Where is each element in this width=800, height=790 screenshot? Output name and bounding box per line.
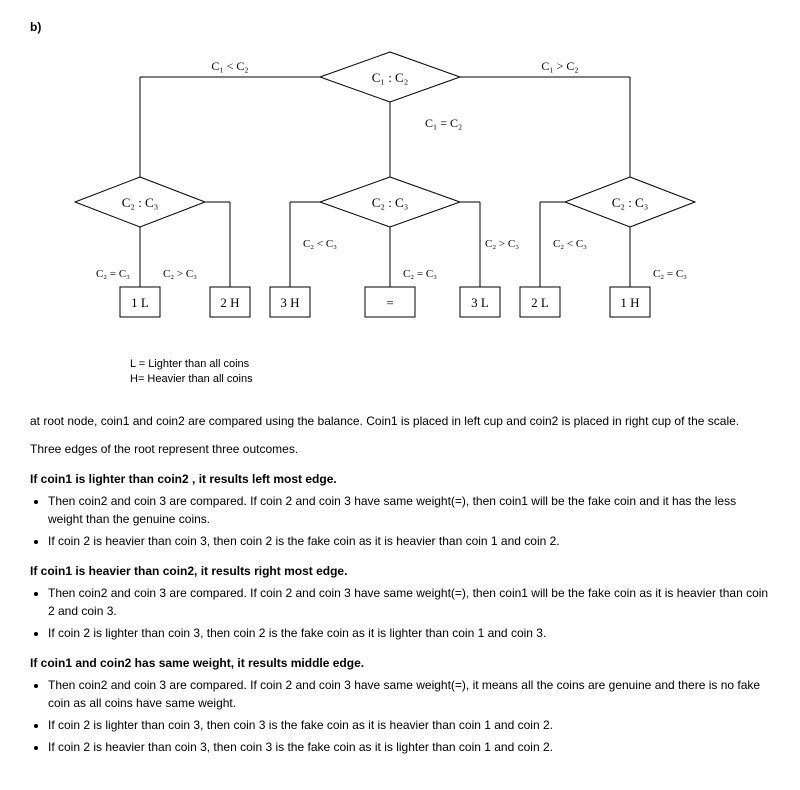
legend-l: L = Lighter than all coins (130, 357, 770, 372)
leaf-3L-label: 3 L (471, 295, 489, 310)
case1-bullet-a: Then coin2 and coin 3 are compared. If c… (48, 492, 770, 528)
case2-list: Then coin2 and coin 3 are compared. If c… (48, 584, 770, 642)
mid-r-edge-label: C₂ > C₃ (485, 238, 519, 250)
left-l-edge-label: C₂ = C₃ (96, 268, 130, 280)
case2-heading: If coin1 is heavier than coin2, it resul… (30, 564, 770, 578)
intro-para-1: at root node, coin1 and coin2 are compar… (30, 412, 770, 430)
leaf-2H-label: 2 H (220, 295, 239, 310)
left-r-edge-label: C₂ > C₃ (163, 268, 197, 280)
leaf-eq-label: = (386, 295, 393, 310)
root-right-edge-label: C₁ > C₂ (541, 59, 578, 73)
root-mid-edge-label: C₁ = C₂ (425, 116, 462, 130)
case2-bullet-b: If coin 2 is lighter than coin 3, then c… (48, 624, 770, 642)
case3-heading: If coin1 and coin2 has same weight, it r… (30, 656, 770, 670)
leaf-2L-label: 2 L (531, 295, 549, 310)
left-node-label: C₂ : C₃ (122, 195, 159, 210)
case2-bullet-a: Then coin2 and coin 3 are compared. If c… (48, 584, 770, 620)
mid-m-edge-label: C₂ = C₃ (403, 268, 437, 280)
root-label: C₁ : C₂ (372, 70, 409, 85)
case1-bullet-b: If coin 2 is heavier than coin 3, then c… (48, 532, 770, 550)
root-left-edge-label: C₁ < C₂ (211, 59, 248, 73)
mid-l-edge-label: C₂ < C₃ (303, 238, 337, 250)
leaf-3H-label: 3 H (280, 295, 299, 310)
case3-list: Then coin2 and coin 3 are compared. If c… (48, 676, 770, 756)
intro-para-2: Three edges of the root represent three … (30, 440, 770, 458)
leaf-1L-label: 1 L (131, 295, 149, 310)
case1-list: Then coin2 and coin 3 are compared. If c… (48, 492, 770, 550)
section-label: b) (30, 20, 770, 34)
case3-bullet-a: Then coin2 and coin 3 are compared. If c… (48, 676, 770, 712)
legend: L = Lighter than all coins H= Heavier th… (130, 357, 770, 388)
right-node-label: C₂ : C₃ (612, 195, 649, 210)
tree-svg: C₁ : C₂ C₁ < C₂ C₁ = C₂ C₁ > C₂ C₂ : C₃ … (30, 42, 750, 347)
leaf-1H-label: 1 H (620, 295, 639, 310)
case1-heading: If coin1 is lighter than coin2 , it resu… (30, 472, 770, 486)
decision-tree-diagram: C₁ : C₂ C₁ < C₂ C₁ = C₂ C₁ > C₂ C₂ : C₃ … (30, 42, 770, 347)
case3-bullet-b: If coin 2 is lighter than coin 3, then c… (48, 716, 770, 734)
mid-node-label: C₂ : C₃ (372, 195, 409, 210)
right-r-edge-label: C₂ = C₃ (653, 268, 687, 280)
right-l-edge-label: C₂ < C₃ (553, 238, 587, 250)
legend-h: H= Heavier than all coins (130, 372, 770, 387)
